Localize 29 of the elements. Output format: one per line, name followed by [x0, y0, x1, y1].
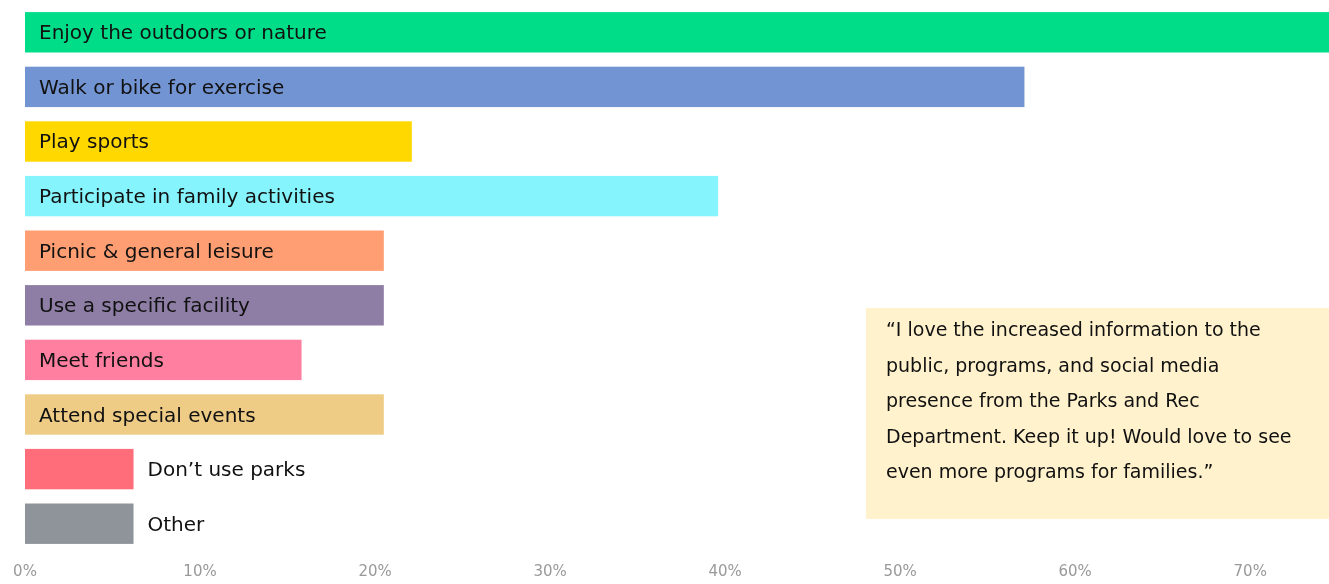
- bar: [25, 394, 384, 435]
- y-tick-label: Attend special events: [39, 402, 256, 427]
- y-tick-label: Meet friends: [39, 347, 164, 372]
- annotation: “I love the increased information to the public, programs, and social media presence from the Parks and Rec Department. Keep it up! Would love to see even more programs for families.”: [886, 318, 1292, 482]
- bar: [25, 285, 384, 326]
- y-tick-label: Participate in family activities: [39, 184, 335, 209]
- x-tick-label: 30%: [533, 562, 567, 580]
- bar: [25, 448, 134, 490]
- y-tick-label: Enjoy the outdoors or nature: [39, 20, 327, 45]
- bar: [25, 121, 412, 162]
- y-tick-label: Other: [147, 511, 206, 536]
- y-tick-label: Walk or bike for exercise: [39, 74, 285, 99]
- x-tick-label: 60%: [1058, 562, 1092, 580]
- y-tick-label: Play sports: [39, 129, 149, 154]
- bar: [25, 12, 1329, 53]
- y-tick-label: Don’t use parks: [147, 457, 306, 482]
- bar: [25, 175, 719, 217]
- bar: [25, 66, 1025, 108]
- x-tick-label: 0%: [13, 562, 37, 580]
- x-tick-label: 50%: [883, 562, 917, 580]
- bar: [25, 339, 302, 381]
- x-tick-label: 40%: [708, 562, 742, 580]
- x-tick-label: 20%: [358, 562, 392, 580]
- x-tick-label: 10%: [183, 562, 217, 580]
- bar: [25, 230, 384, 271]
- x-tick-label: 70%: [1233, 562, 1267, 580]
- y-tick-label: Picnic & general leisure: [39, 238, 274, 263]
- bar: [25, 503, 134, 544]
- y-tick-label: Use a specific facility: [39, 293, 251, 318]
